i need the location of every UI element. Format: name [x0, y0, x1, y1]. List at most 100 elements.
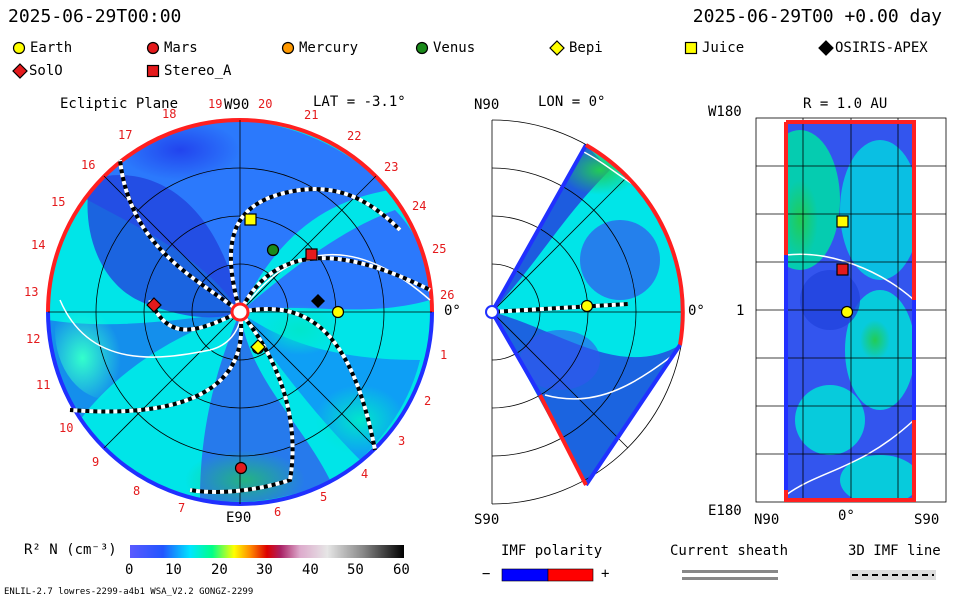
mars-marker	[234, 461, 248, 475]
carrington-label: 14	[31, 238, 46, 252]
legend-venus: Venus	[415, 39, 475, 57]
radial-top-left: W180	[708, 104, 742, 120]
legend-label: Juice	[702, 40, 745, 56]
legend-mercury: Mercury	[281, 39, 358, 57]
legend-label: OSIRIS-APEX	[835, 40, 928, 56]
colorbar-tick: 20	[211, 562, 228, 578]
legend-label: SolO	[29, 63, 63, 79]
carrington-label: 2	[424, 394, 432, 408]
juice-marker-icon	[684, 41, 698, 55]
carrington-label: 18	[162, 107, 177, 121]
stereo-a-marker-icon	[146, 64, 160, 78]
carrington-label: 5	[320, 490, 328, 504]
carrington-label: 26	[440, 288, 455, 302]
carrington-label: 4	[361, 467, 369, 481]
ecliptic-plane-panel	[46, 118, 434, 506]
legend-solo: SolO	[12, 62, 63, 80]
ecliptic-top-label: W90	[224, 97, 250, 113]
carrington-label: 3	[398, 434, 406, 448]
legend-bepi: Bepi	[549, 39, 603, 57]
colorbar-tick: 50	[347, 562, 364, 578]
carrington-label: 6	[274, 505, 282, 519]
current-sheath-label: Current sheath	[670, 543, 789, 559]
carrington-label: 7	[178, 501, 186, 515]
bepi-marker-icon	[549, 40, 565, 56]
solo-marker-icon	[12, 63, 28, 79]
imf-line-swatch	[850, 570, 936, 580]
legend-label: Mercury	[299, 40, 359, 56]
imf-line-label: 3D IMF line	[848, 543, 941, 559]
colorbar-tick: 60	[393, 562, 410, 578]
colorbar-tick: 30	[256, 562, 273, 578]
relative-time-title: 2025-06-29T00 +0.00 day	[692, 6, 942, 27]
solo-marker	[146, 297, 162, 313]
meridional-top-label: N90	[474, 97, 500, 113]
ecliptic-right-label: 0°	[444, 303, 461, 319]
radial-juice-marker	[836, 215, 849, 228]
footer-model-info: ENLIL-2.7 lowres-2299-a4b1 WSA_V2.2 GONG…	[4, 587, 254, 597]
mercury-marker-icon	[281, 41, 295, 55]
imf-minus-swatch	[501, 568, 549, 582]
ecliptic-imf-lines	[69, 159, 431, 494]
meridional-lon: LON = 0°	[538, 94, 606, 110]
carrington-label: 19	[208, 97, 223, 111]
carrington-label: 12	[26, 332, 41, 346]
colorbar-label: R² N (cm⁻³)	[24, 542, 117, 558]
carrington-label: 11	[36, 378, 51, 392]
imf-minus-label: −	[482, 566, 491, 582]
meridional-right-label: 0°	[688, 303, 705, 319]
mars-marker-icon	[146, 41, 160, 55]
osiris-apex-marker-icon	[818, 40, 834, 56]
earth-marker	[331, 305, 345, 319]
carrington-label: 21	[304, 108, 319, 122]
radial-earth-marker	[840, 305, 854, 319]
legend-mars: Mars	[146, 39, 198, 57]
carrington-label: 15	[51, 195, 66, 209]
osiris-apex-marker	[311, 294, 325, 308]
carrington-label: 9	[92, 455, 100, 469]
datetime-title: 2025-06-29T00:00	[8, 6, 182, 27]
legend-earth: Earth	[12, 39, 72, 57]
current-sheath-swatch	[682, 570, 778, 580]
legend-label: Mars	[164, 40, 198, 56]
colorbar-tick: 10	[165, 562, 182, 578]
radial-map-panel	[755, 117, 947, 503]
colorbar-tick: 40	[302, 562, 319, 578]
carrington-label: 17	[118, 128, 133, 142]
ecliptic-lat: LAT = -3.1°	[313, 94, 406, 110]
stereo-a-marker	[305, 248, 318, 261]
legend-label: Venus	[433, 40, 476, 56]
legend-label: Stereo_A	[164, 63, 232, 79]
legend-osiris-apex: OSIRIS-APEX	[818, 39, 928, 57]
legend-stereo-a: Stereo_A	[146, 62, 231, 80]
radial-title: R = 1.0 AU	[803, 96, 888, 112]
legend-juice: Juice	[684, 39, 744, 57]
imf-plus-label: +	[601, 566, 610, 582]
radial-tick: 0°	[838, 508, 855, 524]
radial-bottom-left: E180	[708, 503, 742, 519]
meridional-plane-panel	[485, 119, 685, 505]
ecliptic-bottom-label: E90	[226, 510, 252, 526]
imf-polarity-label: IMF polarity	[501, 543, 603, 559]
radial-mid-left: 1	[736, 303, 745, 319]
radial-tick: N90	[754, 512, 780, 528]
carrington-label: 20	[258, 97, 273, 111]
imf-plus-swatch	[547, 568, 594, 582]
legend-label: Earth	[30, 40, 73, 56]
legend-label: Bepi	[569, 40, 603, 56]
bepi-marker	[250, 339, 266, 355]
venus-marker	[266, 243, 280, 257]
carrington-label: 8	[133, 484, 141, 498]
carrington-label: 23	[384, 160, 399, 174]
meridional-bottom-label: S90	[474, 512, 500, 528]
carrington-label: 22	[347, 129, 362, 143]
earth-marker-icon	[12, 41, 26, 55]
juice-marker	[244, 213, 257, 226]
radial-tick: S90	[914, 512, 940, 528]
carrington-label: 25	[432, 242, 447, 256]
carrington-label: 10	[59, 421, 74, 435]
ecliptic-title: Ecliptic Plane	[60, 96, 179, 112]
carrington-label: 13	[24, 285, 39, 299]
venus-marker-icon	[415, 41, 429, 55]
